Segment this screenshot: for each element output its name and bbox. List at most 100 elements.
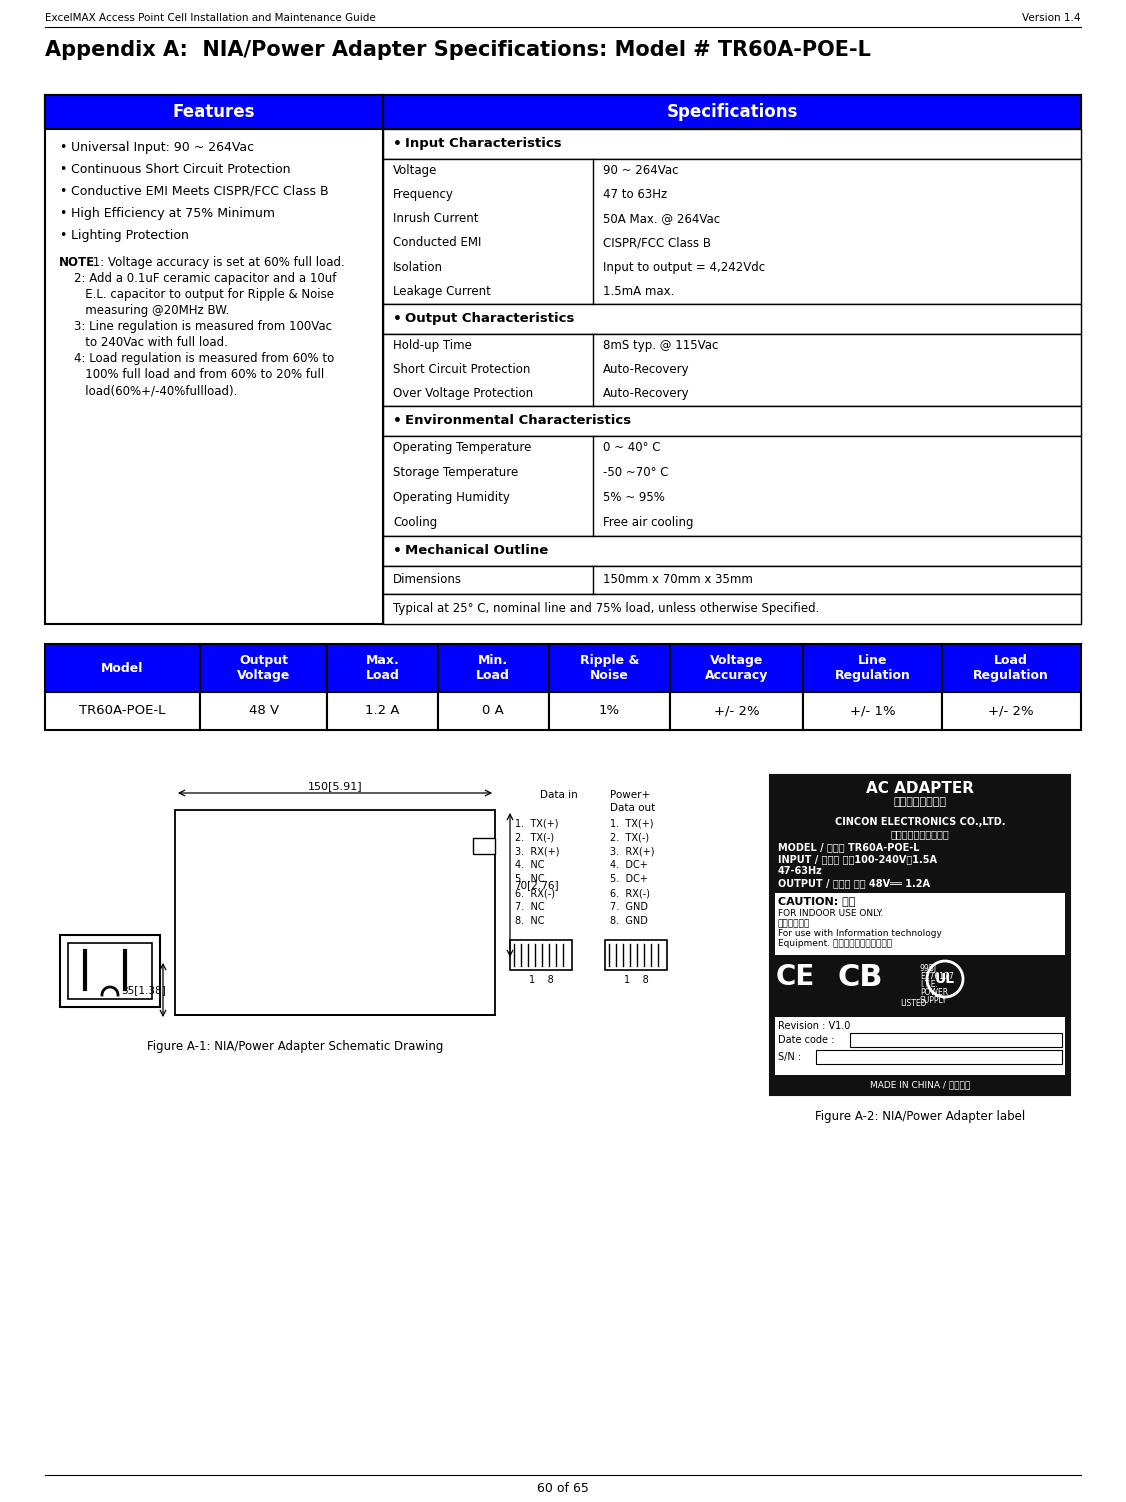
Text: TR60A-POE-L: TR60A-POE-L [79,704,166,718]
Text: Min.
Load: Min. Load [476,653,510,682]
Text: 1.5mA max.: 1.5mA max. [604,285,674,297]
Text: Leakage Current: Leakage Current [393,285,491,297]
Text: Continuous Short Circuit Protection: Continuous Short Circuit Protection [71,164,291,176]
Text: FOR INDOOR USE ONLY.: FOR INDOOR USE ONLY. [778,909,883,918]
Bar [438,644,548,692]
Text: Features: Features [172,104,256,122]
Bar [383,406,1081,436]
Text: 2.  TX(-): 2. TX(-) [610,832,649,843]
Bar [60,936,160,1006]
Bar [803,692,941,730]
Text: For use with Information technology: For use with Information technology [778,930,941,939]
Bar [45,95,1081,623]
Text: 70[2.76]: 70[2.76] [513,880,558,891]
Text: 3: Line regulation is measured from 100Vac: 3: Line regulation is measured from 100V… [59,320,332,333]
Text: Date code :: Date code : [778,1035,834,1045]
Text: Lighting Protection: Lighting Protection [71,228,189,242]
Text: Storage Temperature: Storage Temperature [393,466,518,479]
Bar [383,593,1081,623]
Text: 仅供室内使用: 仅供室内使用 [778,919,811,928]
Text: Free air cooling: Free air cooling [604,517,694,529]
Text: Voltage: Voltage [393,164,437,177]
Text: Typical at 25° C, nominal line and 75% load, unless otherwise Specified.: Typical at 25° C, nominal line and 75% l… [393,602,820,614]
Text: Auto-Recovery: Auto-Recovery [604,388,689,400]
Text: Auto-Recovery: Auto-Recovery [604,363,689,376]
Text: 1    8: 1 8 [624,975,649,985]
Bar [548,692,670,730]
Text: 2.  TX(-): 2. TX(-) [515,832,554,843]
Text: AC ADAPTER: AC ADAPTER [866,781,974,796]
Text: Data out: Data out [610,804,655,813]
Text: Operating Temperature: Operating Temperature [393,442,531,454]
Text: ExcelMAX Access Point Cell Installation and Maintenance Guide: ExcelMAX Access Point Cell Installation … [45,14,376,23]
Text: Operating Humidity: Operating Humidity [393,491,510,505]
Bar [438,692,548,730]
Text: MADE IN CHINA / 中国制造: MADE IN CHINA / 中国制造 [870,1080,971,1089]
Bar [605,940,667,970]
Text: •: • [393,312,402,326]
Text: 1.  TX(+): 1. TX(+) [610,819,653,828]
Text: Conducted EMI: Conducted EMI [393,236,482,249]
Text: CISPR/FCC Class B: CISPR/FCC Class B [604,236,711,249]
Text: 7.  NC: 7. NC [515,903,545,912]
Text: CB: CB [838,963,883,991]
Text: Short Circuit Protection: Short Circuit Protection [393,363,530,376]
Bar [770,775,1070,1095]
Text: 8.  GND: 8. GND [610,916,647,927]
Text: Specifications: Specifications [667,104,797,122]
Bar [510,940,572,970]
Text: E176177: E176177 [920,972,954,981]
Text: Model: Model [101,661,144,674]
Text: 47 to 63Hz: 47 to 63Hz [604,188,668,201]
Text: 4.  DC+: 4. DC+ [610,861,647,870]
Text: E.L. capacitor to output for Ripple & Noise: E.L. capacitor to output for Ripple & No… [59,288,334,300]
Text: CINCON ELECTRONICS CO.,LTD.: CINCON ELECTRONICS CO.,LTD. [834,817,1006,828]
Text: 48 V: 48 V [249,704,278,718]
Bar [175,810,495,1015]
Text: 8mS typ. @ 115Vac: 8mS typ. @ 115Vac [604,339,718,351]
Text: 150[5.91]: 150[5.91] [307,781,363,792]
Text: Input Characteristics: Input Characteristics [405,137,562,150]
Text: 5.  NC: 5. NC [515,874,545,885]
Text: Version 1.4: Version 1.4 [1022,14,1081,23]
Text: Hold-up Time: Hold-up Time [393,339,472,351]
Text: to 240Vac with full load.: to 240Vac with full load. [59,336,227,348]
Text: Frequency: Frequency [393,188,454,201]
Bar [775,894,1065,955]
Bar [383,303,1081,333]
Bar [45,95,383,129]
Bar [45,692,200,730]
Text: Universal Input: 90 ~ 264Vac: Universal Input: 90 ~ 264Vac [71,141,254,155]
Text: Cooling: Cooling [393,517,437,529]
Bar [200,692,328,730]
Text: 1    8: 1 8 [528,975,553,985]
Text: Max.
Load: Max. Load [366,653,400,682]
Text: I.T.E.: I.T.E. [920,979,938,988]
Bar [383,536,1081,566]
Text: Environmental Characteristics: Environmental Characteristics [405,415,632,427]
Text: 6.  RX(-): 6. RX(-) [610,888,650,898]
Text: Load
Regulation: Load Regulation [973,653,1049,682]
Text: 6.  RX(-): 6. RX(-) [515,888,555,898]
Text: •: • [393,544,402,559]
Text: INPUT / 输入： 交流100-240V～1.5A: INPUT / 输入： 交流100-240V～1.5A [778,855,937,864]
Bar [775,780,1065,819]
Text: Revision : V1.0: Revision : V1.0 [778,1021,850,1030]
Bar [383,129,1081,159]
Bar [383,95,1081,129]
Text: •: • [59,228,66,242]
Text: Output
Voltage: Output Voltage [236,653,291,682]
Bar [816,1050,1062,1063]
Bar [548,644,670,692]
Bar [941,644,1081,692]
Text: measuring @20MHz BW.: measuring @20MHz BW. [59,303,230,317]
Bar [328,692,438,730]
Bar [670,692,803,730]
Text: Dimensions: Dimensions [393,572,462,586]
Text: CAUTION: 注意: CAUTION: 注意 [778,897,856,906]
Text: 5.  DC+: 5. DC+ [610,874,647,885]
Text: 0 ~ 40° C: 0 ~ 40° C [604,442,661,454]
Text: 8.  NC: 8. NC [515,916,545,927]
Text: Input to output = 4,242Vdc: Input to output = 4,242Vdc [604,261,766,273]
Bar [383,333,1081,406]
